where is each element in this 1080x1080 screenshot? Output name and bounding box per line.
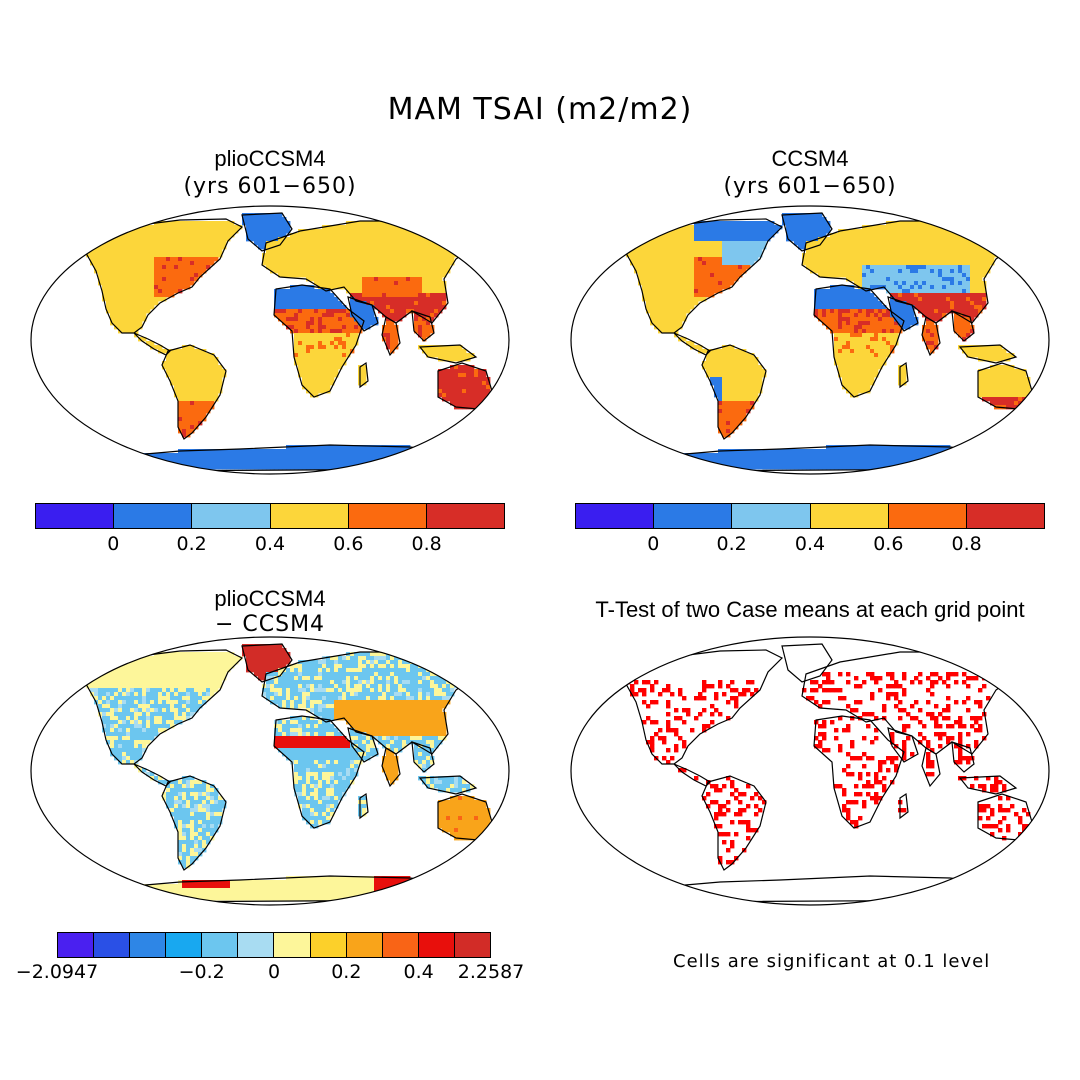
colorbar-tick-label: 0.8 [951,533,982,555]
colorbar-cell [192,504,271,528]
panel-subtitle-plio: (yrs 601−650) [183,174,357,199]
panel-subtitle-ccsm4: (yrs 601−650) [723,174,897,199]
colorbar-cell [810,504,889,528]
colorbar-cell [310,933,347,957]
map-border [570,205,1050,475]
colorbar-plioccsm4 [35,503,505,529]
colorbar-tick-label: −2.0947 [15,961,99,983]
colorbar-cell [654,504,733,528]
panel-title-diff: plioCCSM4 [214,586,326,611]
colorbar-cell [732,504,811,528]
colorbar-cell [888,504,967,528]
colorbar-tick-label: 0.6 [873,533,904,555]
colorbar-tick-label: 0 [647,533,660,555]
coastlines [606,212,1033,472]
map-border [30,636,510,906]
colorbar-cell [270,504,349,528]
panel-subtitle-diff: − CCSM4 [214,612,326,637]
coastlines [606,643,1033,903]
figure-title: MAM TSAI (m2/m2) [387,92,693,127]
significance-note: Cells are significant at 0.1 level [673,951,991,972]
colorbar-cell [382,933,419,957]
map-plioccsm4 [30,205,510,475]
colorbar-cell [348,504,427,528]
colorbar-cell [94,933,131,957]
colorbar-tick-label: 0 [107,533,120,555]
colorbar-cell [274,933,311,957]
colorbar-tick-label: 0.2 [176,533,207,555]
colorbar-cell [454,933,490,957]
colorbar-cell [418,933,455,957]
colorbar-cell [202,933,239,957]
colorbar-cell [166,933,203,957]
coastlines [66,643,493,903]
panel-title-plio: plioCCSM4 [214,146,326,171]
colorbar-tick-label: 2.2587 [457,961,525,983]
colorbar-tick-label: −0.2 [178,961,225,983]
colorbar-tick-label: 0.4 [403,961,434,983]
map-land-cells [626,672,1031,865]
colorbar-tick-label: 0.4 [254,533,286,555]
panel-title-ttest: T-Test of two Case means at each grid po… [595,597,1025,622]
colorbar-tick-label: 0.6 [333,533,364,555]
map-difference [30,636,510,906]
colorbar-cell [346,933,383,957]
colorbar-cell [966,504,1045,528]
panel-title-ccsm4: CCSM4 [771,146,849,171]
colorbar-cell [36,504,115,528]
colorbar-tick-label: 0 [267,961,281,983]
colorbar-tick-label: 0.2 [331,961,362,983]
colorbar-tick-label: 0.2 [716,533,747,555]
colorbar-ccsm4 [575,503,1045,529]
colorbar-difference [57,932,491,958]
colorbar-cell [576,504,655,528]
map-land-cells [70,213,491,470]
colorbar-cell [58,933,95,957]
map-ttest [570,636,1050,906]
colorbar-tick-label: 0.8 [411,533,442,555]
colorbar-cell [238,933,275,957]
colorbar-cell [114,504,193,528]
map-ccsm4 [570,205,1050,475]
colorbar-cell [426,504,505,528]
colorbar-tick-label: 0.4 [794,533,826,555]
colorbar-cell [130,933,167,957]
map-border [30,205,510,475]
map-border [570,636,1050,906]
